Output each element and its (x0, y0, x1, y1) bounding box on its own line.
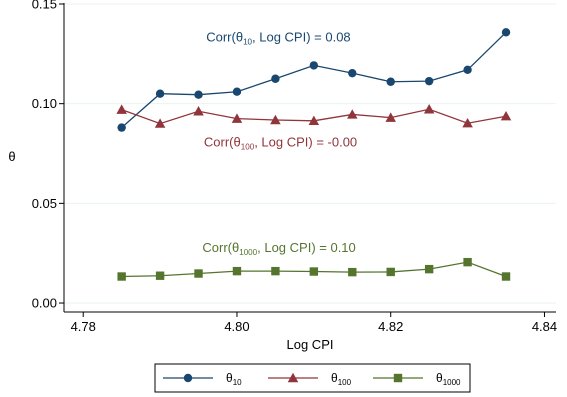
series-10 (117, 28, 511, 132)
y-axis-label: θ (8, 149, 15, 164)
data-point (154, 118, 166, 128)
legend-item-1000: θ1000 (373, 371, 461, 387)
data-point (116, 104, 127, 114)
data-point (386, 267, 395, 277)
data-point (424, 76, 434, 86)
annotations: Corr(θ10, Log CPI) = 0.08 Corr(θ100, Log … (202, 29, 357, 257)
data-point (232, 87, 242, 96)
y-tick-label: 0.05 (32, 196, 57, 211)
legend: θ10 θ100 θ1000 (154, 363, 471, 393)
data-point (117, 123, 126, 132)
legend-item-100: θ100 (268, 371, 352, 387)
correlation-annotation: Corr(θ100, Log CPI) = -0.00 (204, 134, 357, 151)
series-line (121, 31, 507, 129)
x-tick-label: 4.78 (71, 319, 96, 334)
x-axis-label: Log CPI (287, 337, 334, 352)
x-tick-label: 4.80 (224, 319, 249, 334)
data-point (462, 117, 473, 128)
data-point (155, 89, 165, 98)
x-tick-label: 4.82 (378, 319, 403, 334)
x-tick-label: 4.84 (532, 319, 557, 334)
correlation-annotation: Corr(θ10, Log CPI) = 0.08 (206, 29, 350, 46)
data-point (308, 115, 320, 126)
y-tick-label: 0.10 (32, 96, 57, 111)
legend-label: θ10 (226, 371, 242, 387)
data-point (348, 68, 357, 78)
legend-label: θ100 (331, 371, 352, 387)
data-point (194, 269, 203, 278)
data-point (347, 109, 358, 119)
data-point (386, 77, 395, 86)
data-point (423, 104, 435, 114)
legend-item-10: θ10 (163, 371, 242, 387)
data-series (116, 28, 512, 281)
data-point (117, 272, 126, 281)
legend-label: θ1000 (436, 371, 461, 387)
series-100 (116, 104, 512, 128)
correlation-annotation: Corr(θ1000, Log CPI) = 0.10 (202, 240, 355, 257)
data-point (231, 113, 243, 123)
data-point (155, 271, 165, 280)
legend-marker (287, 372, 299, 383)
series-1000 (117, 257, 511, 281)
data-point (385, 112, 396, 122)
data-point (271, 266, 280, 276)
data-point (463, 65, 472, 74)
data-point (271, 74, 280, 83)
grid-lines (64, 3, 556, 304)
data-point (309, 267, 319, 276)
legend-marker (183, 373, 193, 383)
data-point (500, 110, 512, 121)
data-point (270, 114, 281, 125)
data-point (501, 272, 511, 281)
data-point (424, 264, 434, 274)
data-point (501, 28, 511, 37)
y-axis: 0.00 0.05 0.10 0.15 (32, 0, 65, 312)
data-point (193, 105, 204, 116)
y-tick-label: 0.00 (32, 296, 57, 311)
data-point (232, 266, 242, 276)
x-axis: 4.78 4.80 4.82 4.84 (64, 311, 557, 334)
data-point (194, 90, 203, 99)
y-tick-label: 0.15 (32, 0, 57, 11)
data-point (309, 61, 319, 70)
data-point (348, 267, 357, 277)
data-point (463, 257, 472, 267)
legend-marker (393, 373, 403, 383)
